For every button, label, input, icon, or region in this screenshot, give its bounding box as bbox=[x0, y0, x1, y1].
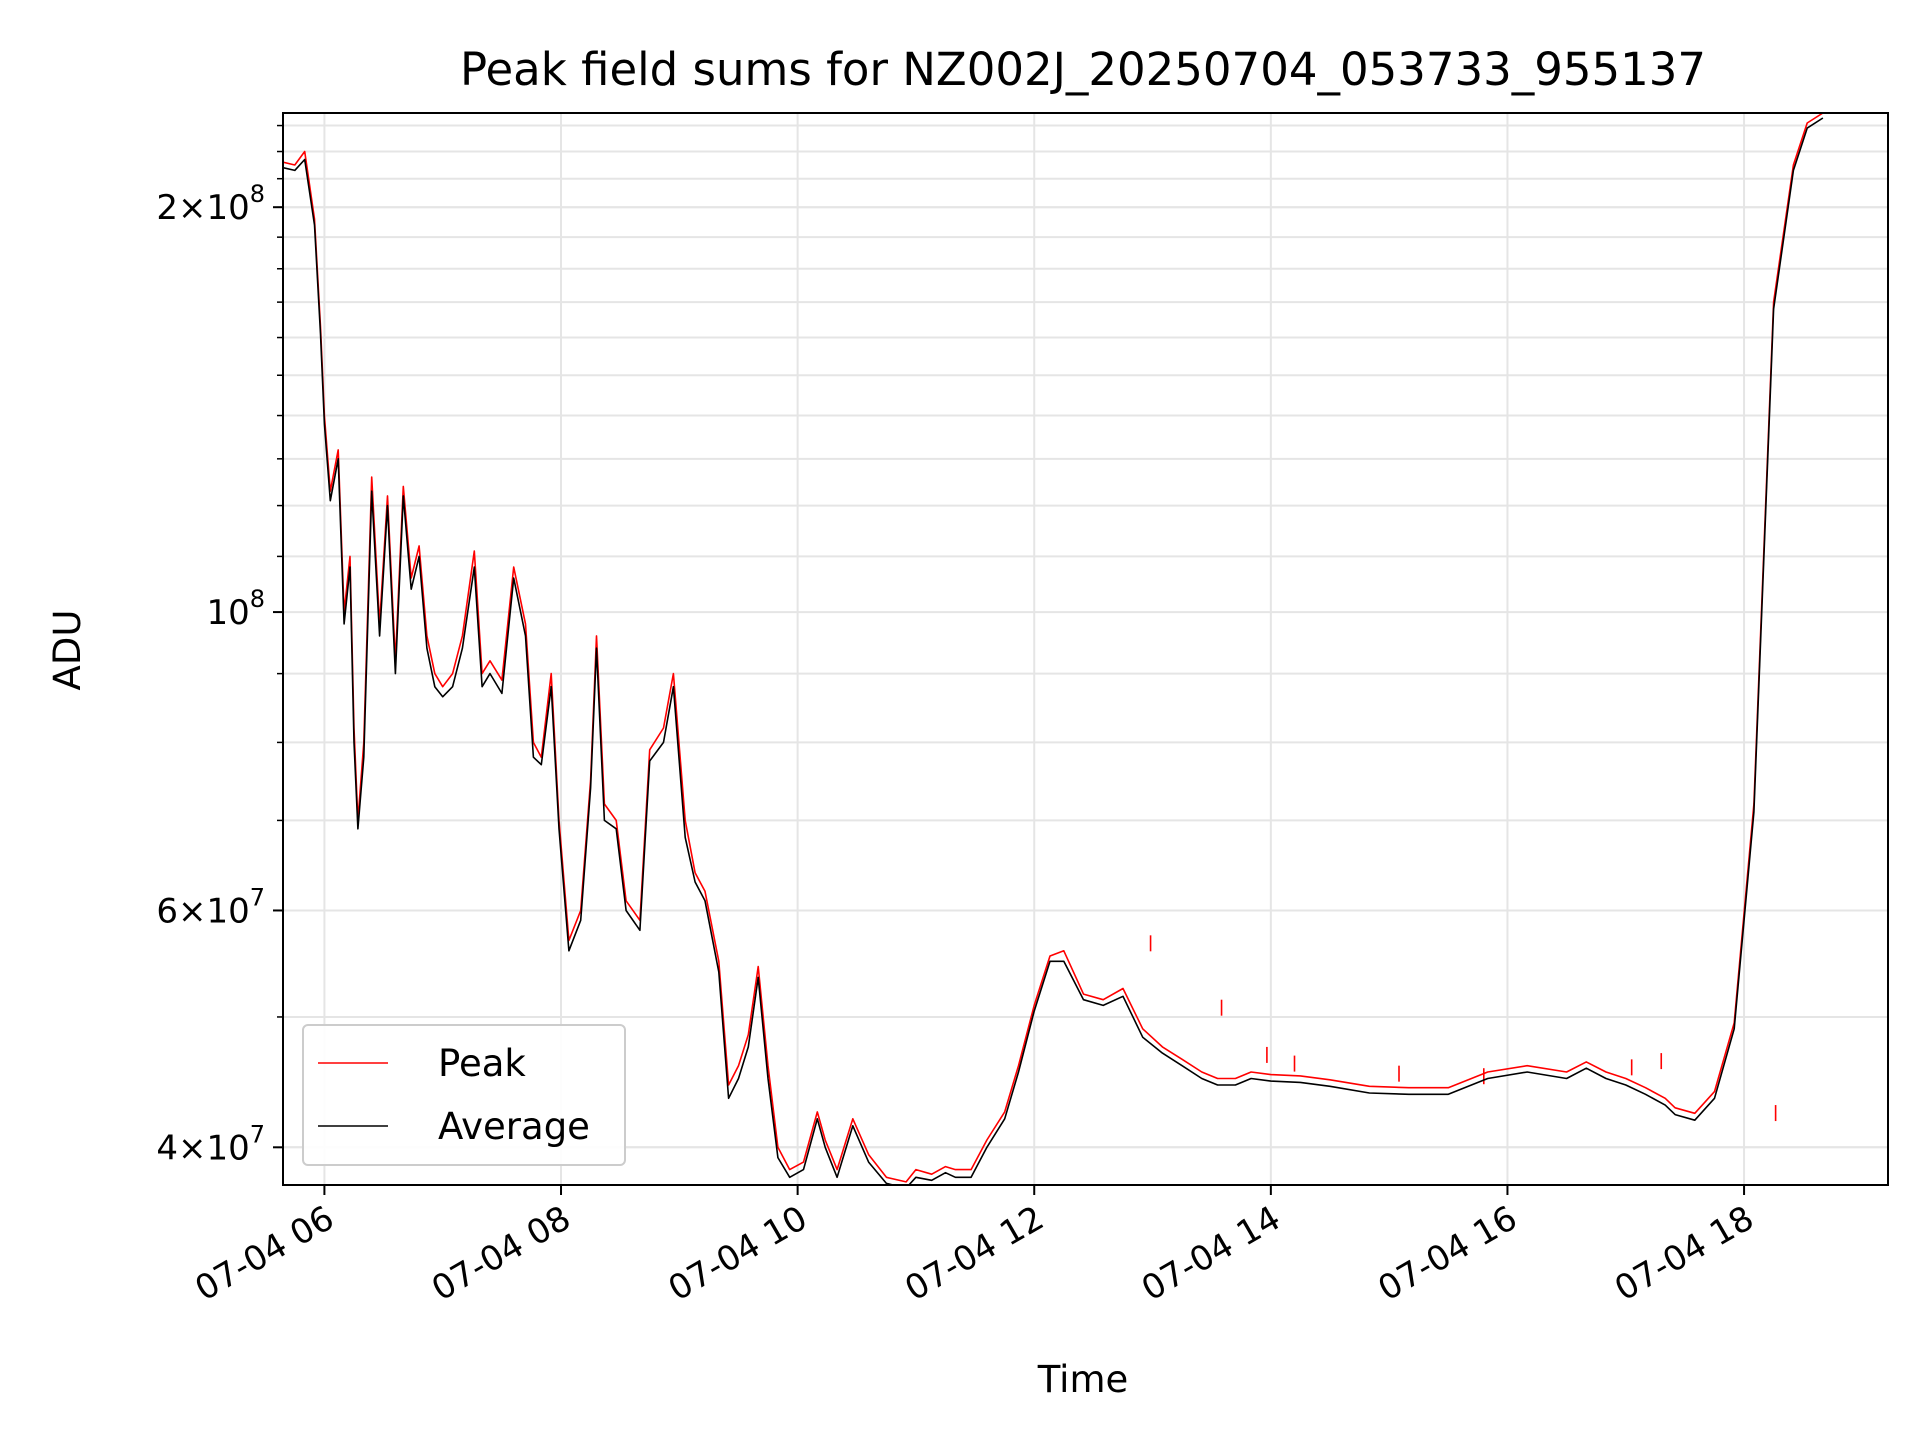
legend-label: Average bbox=[438, 1105, 590, 1148]
y-tick-label: 2×108 bbox=[156, 180, 265, 228]
legend: Peak Average bbox=[302, 1024, 626, 1166]
y-tick-label: 108 bbox=[206, 585, 265, 633]
series-average-line bbox=[283, 117, 1824, 1185]
legend-box bbox=[302, 1024, 626, 1166]
y-axis: 2×108 108 6×107 4×107 bbox=[156, 124, 283, 1168]
y-tick-label: 6×107 bbox=[156, 883, 265, 931]
y-tick-label: 4×107 bbox=[156, 1120, 265, 1168]
y-axis-label: ADU bbox=[46, 610, 89, 691]
series-peak-line bbox=[283, 113, 1824, 1183]
x-axis-label: Time bbox=[1037, 1358, 1129, 1401]
chart-title: Peak field sums for NZ002J_20250704_0537… bbox=[460, 43, 1706, 96]
legend-label: Peak bbox=[438, 1042, 526, 1085]
series-layer bbox=[283, 113, 1824, 1185]
gridlines bbox=[283, 113, 1888, 1185]
plot-frame bbox=[282, 112, 1889, 1186]
